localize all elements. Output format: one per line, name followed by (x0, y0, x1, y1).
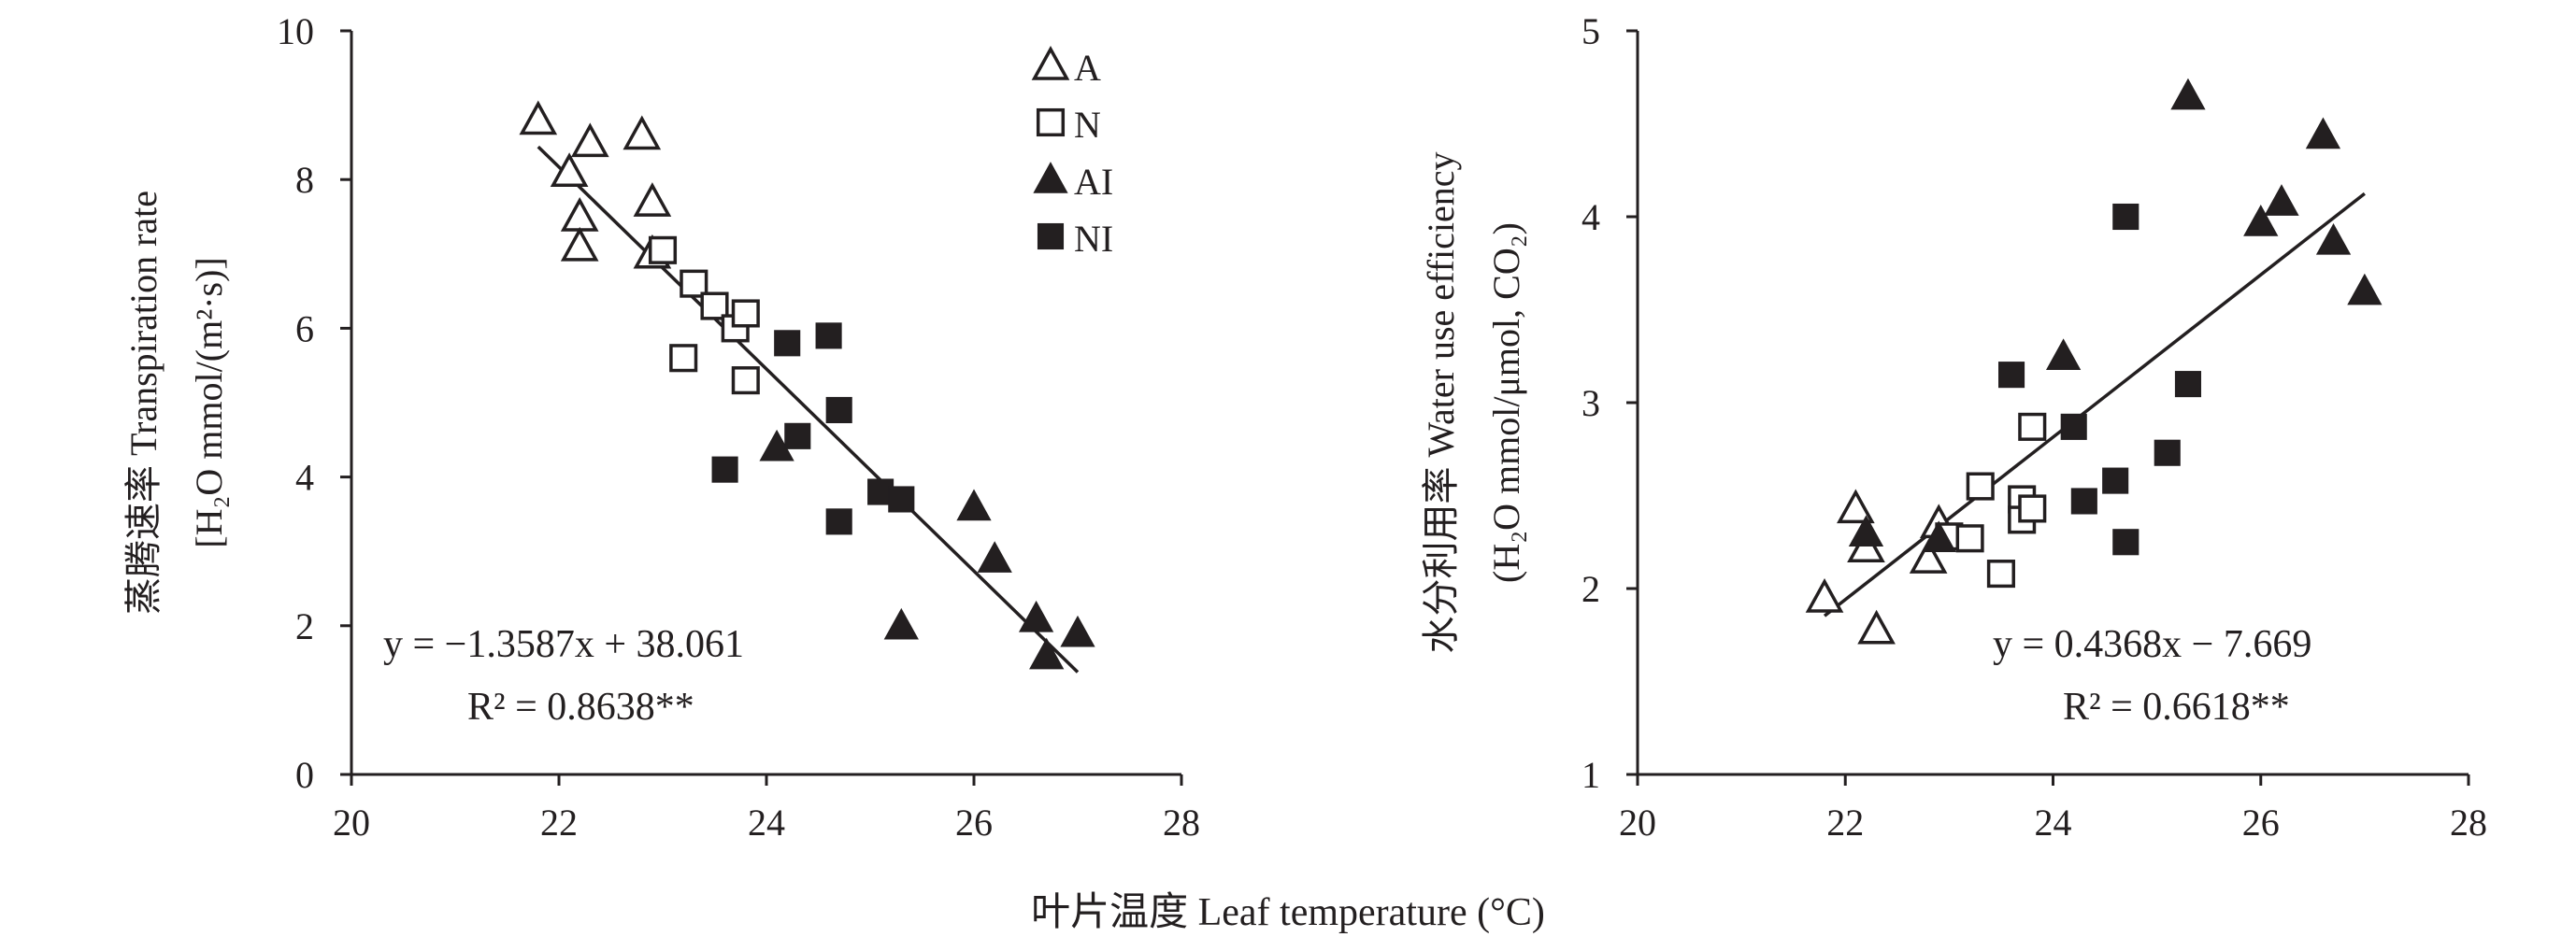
y-tick-label: 3 (1581, 382, 1600, 424)
data-point-ai (2305, 117, 2341, 149)
wue-chart: 20 22 24 26 28 1 2 3 4 5 水分利用率 Water use efficienc… (1420, 10, 2487, 844)
data-point-ai (2264, 184, 2299, 216)
y-tick-label: 5 (1581, 10, 1600, 52)
x-tick-label: 28 (2450, 802, 2487, 844)
data-point-n (700, 291, 729, 320)
data-point-ni (2060, 413, 2087, 440)
x-tick-label: 26 (2242, 802, 2280, 844)
data-point-ni (1998, 362, 2025, 389)
data-point-ni (2174, 371, 2202, 398)
y-tick-label: 2 (295, 605, 314, 647)
data-point-n (731, 299, 760, 328)
data-point-ai (1921, 520, 1956, 553)
data-point-ni (888, 486, 915, 513)
data-point-n (731, 366, 760, 395)
data-point-ni (711, 456, 738, 483)
x-tick-label: 24 (748, 802, 785, 844)
data-point-ai (2347, 273, 2383, 305)
y-axis-label-line2: (H₂O mmol/μmol, CO₂) (1485, 222, 1527, 583)
y-tick-label: 10 (277, 10, 314, 52)
data-point-ai (2315, 222, 2352, 255)
legend-marker-ai (1033, 162, 1068, 193)
x-tick-label: 22 (540, 802, 578, 844)
y-tick-label: 6 (295, 307, 314, 349)
y-tick-label: 0 (295, 754, 314, 796)
data-point-ni (825, 396, 852, 424)
y-tick-label: 2 (1581, 568, 1600, 610)
y-tick-label: 4 (295, 457, 314, 499)
legend-label-ai: AI (1074, 161, 1113, 203)
data-point-n (1986, 560, 2015, 589)
data-point-n (2018, 494, 2047, 523)
x-tick-label: 20 (1619, 802, 1656, 844)
data-point-a (550, 152, 589, 187)
data-point-ai (1018, 600, 1054, 632)
regression-equation: y = −1.3587x + 38.061 (383, 623, 744, 666)
data-point-a (1805, 577, 1844, 613)
data-point-ai (1060, 615, 1095, 647)
data-point-a (570, 122, 609, 158)
data-point-ni (2112, 203, 2140, 231)
legend-marker-ni (1037, 222, 1065, 250)
data-point-a (633, 182, 672, 217)
x-tick-label: 24 (2035, 802, 2072, 844)
r-squared-label: R² = 0.6618** (2063, 686, 2290, 729)
data-point-a (560, 197, 599, 232)
legend: AN AI NI (1031, 46, 1113, 260)
data-point-ai (1029, 637, 1065, 670)
legend-label-a: A (1074, 47, 1101, 89)
data-point-ai (2170, 78, 2206, 110)
legend-label-ni: NI (1074, 218, 1113, 260)
r-squared-label: R² = 0.8638** (467, 686, 694, 729)
x-axis-label: 叶片温度 Leaf temperature (°C) (1031, 891, 1545, 934)
y-tick-label: 8 (295, 159, 314, 201)
y-axis-label-line1: 蒸腾速率 Transpiration rate (122, 191, 165, 615)
data-point-a (1909, 539, 1948, 574)
data-point-ni (774, 330, 801, 357)
data-point-n (648, 235, 678, 264)
x-tick-label: 26 (955, 802, 993, 844)
data-point-n (1955, 524, 1984, 553)
x-tick-label: 22 (1826, 802, 1864, 844)
x-tick-label: 20 (333, 802, 370, 844)
data-point-ni (2102, 467, 2129, 494)
data-point-ai (956, 489, 992, 521)
data-point-n (1966, 472, 1995, 501)
y-axis-label-line1: 水分利用率 Water use efficiency (1420, 152, 1462, 654)
regression-equation: y = 0.4368x − 7.669 (1993, 623, 2311, 666)
data-point-ni (815, 322, 842, 349)
data-point-a (1857, 609, 1896, 645)
data-point-ni (2070, 488, 2097, 515)
y-tick-label: 1 (1581, 754, 1600, 796)
data-point-ai (883, 607, 919, 640)
regression-line (1823, 192, 2366, 618)
x-tick-label: 28 (1163, 802, 1200, 844)
data-point-a (519, 100, 558, 135)
legend-marker-a (1031, 46, 1070, 80)
data-point-n (2018, 412, 2047, 441)
data-point-a (623, 115, 662, 150)
data-point-ai (977, 541, 1012, 573)
data-point-ni (2112, 529, 2140, 556)
data-point-ai (2243, 205, 2279, 236)
y-tick-label: 4 (1581, 196, 1600, 238)
legend-label-n: N (1074, 104, 1101, 146)
data-point-ni (2154, 439, 2181, 466)
data-point-ai (2045, 338, 2082, 370)
data-point-a (1837, 489, 1875, 524)
data-point-ni (825, 508, 852, 535)
data-point-n (669, 344, 698, 373)
data-point-ai (1848, 515, 1884, 547)
legend-marker-n (1036, 107, 1066, 137)
data-point-a (560, 226, 599, 262)
y-axis-label-line2: [H₂O mmol/(m²·s)] (188, 257, 230, 547)
data-point-ni (784, 422, 811, 449)
regression-line (537, 145, 1080, 674)
